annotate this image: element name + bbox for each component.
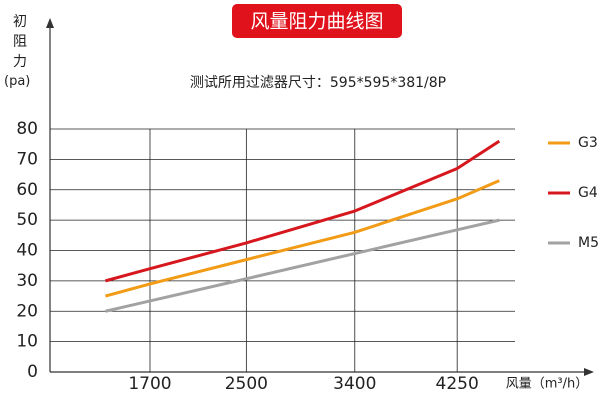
subtitle: 测试所用过滤器尺寸：595*595*381/8P [190, 75, 446, 91]
y-tick-label: 70 [16, 149, 38, 169]
line-series [105, 218, 500, 313]
y-arrow [46, 18, 54, 28]
y-tick-label: 20 [16, 301, 38, 321]
y-axis-unit: (pa) [4, 74, 31, 89]
title-box [232, 4, 402, 38]
y-tick-label: 10 [16, 332, 38, 352]
line-series [105, 179, 500, 298]
y-tick-label: 30 [16, 271, 38, 291]
legend-label: G3 [578, 135, 598, 151]
x-tick-label: 4250 [436, 374, 479, 394]
y-axis-label: 初阻力 [13, 14, 27, 70]
y-tick-label: 0 [27, 362, 38, 382]
line-series [105, 139, 501, 283]
y-tick-label: 50 [16, 210, 38, 230]
y-tick-label: 40 [16, 241, 38, 261]
legend-label: M5 [578, 235, 599, 251]
legend-label: G4 [578, 185, 598, 201]
y-tick-label: 80 [16, 119, 38, 139]
x-tick-label: 2500 [225, 374, 268, 394]
x-arrow [584, 368, 594, 376]
x-tick-label: 3400 [333, 374, 376, 394]
y-tick-label: 60 [16, 180, 38, 200]
chart-title: 风量阻力曲线图 [250, 11, 383, 33]
x-tick-label: 1700 [128, 374, 171, 394]
x-axis-label: 风量（m³/h） [506, 377, 589, 392]
